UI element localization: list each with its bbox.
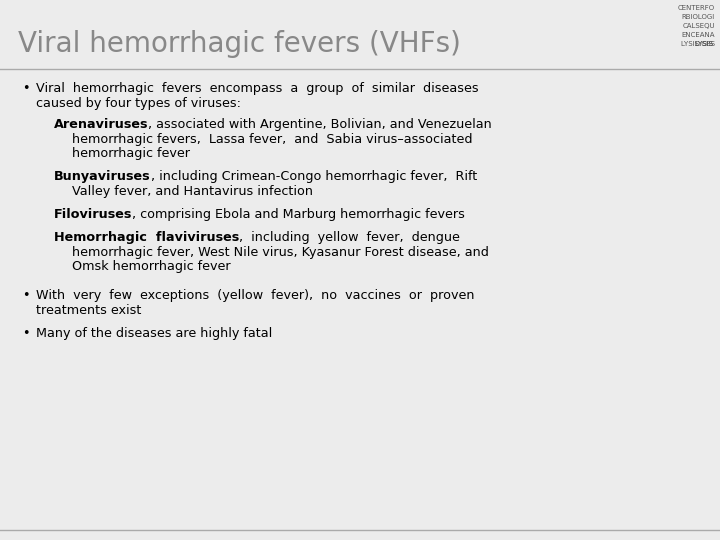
Text: caused by four types of viruses:: caused by four types of viruses: [36, 97, 241, 110]
Text: hemorrhagic fever: hemorrhagic fever [72, 147, 190, 160]
Text: LYSIS CBS: LYSIS CBS [681, 41, 715, 47]
Text: Many of the diseases are highly fatal: Many of the diseases are highly fatal [36, 327, 272, 340]
Text: Viral  hemorrhagic  fevers  encompass  a  group  of  similar  diseases: Viral hemorrhagic fevers encompass a gro… [36, 82, 479, 95]
Text: Viral hemorrhagic fevers (VHFs): Viral hemorrhagic fevers (VHFs) [18, 30, 461, 58]
Text: Bunyaviruses: Bunyaviruses [54, 171, 150, 184]
Text: hemorrhagic fever, West Nile virus, Kyasanur Forest disease, and: hemorrhagic fever, West Nile virus, Kyas… [72, 246, 489, 259]
Text: Arenaviruses: Arenaviruses [54, 118, 148, 131]
Text: Valley fever, and Hantavirus infection: Valley fever, and Hantavirus infection [72, 185, 313, 198]
Text: Omsk hemorrhagic fever: Omsk hemorrhagic fever [72, 260, 230, 273]
Text: treatments exist: treatments exist [36, 304, 141, 317]
Text: •: • [22, 82, 30, 95]
Text: , associated with Argentine, Bolivian, and Venezuelan: , associated with Argentine, Bolivian, a… [148, 118, 492, 131]
Text: Filoviruses: Filoviruses [54, 208, 132, 221]
Text: Hemorrhagic  flaviviruses: Hemorrhagic flaviviruses [54, 231, 239, 244]
Text: ENCEANA: ENCEANA [682, 32, 715, 38]
Text: •: • [22, 289, 30, 302]
Text: RBIOLOGI: RBIOLOGI [682, 14, 715, 20]
Text: •: • [22, 327, 30, 340]
Text: CENTERFO: CENTERFO [678, 5, 715, 11]
Text: CALSEQU: CALSEQU [683, 23, 715, 29]
Text: hemorrhagic fevers,  Lassa fever,  and  Sabia virus–associated: hemorrhagic fevers, Lassa fever, and Sab… [72, 133, 472, 146]
Text: , including Crimean-Congo hemorrhagic fever,  Rift: , including Crimean-Congo hemorrhagic fe… [150, 171, 477, 184]
Text: LYSIS: LYSIS [695, 41, 715, 47]
Text: , comprising Ebola and Marburg hemorrhagic fevers: , comprising Ebola and Marburg hemorrhag… [132, 208, 465, 221]
Text: With  very  few  exceptions  (yellow  fever),  no  vaccines  or  proven: With very few exceptions (yellow fever),… [36, 289, 474, 302]
Text: LYSIS: LYSIS [695, 41, 715, 47]
Text: ,  including  yellow  fever,  dengue: , including yellow fever, dengue [239, 231, 460, 244]
